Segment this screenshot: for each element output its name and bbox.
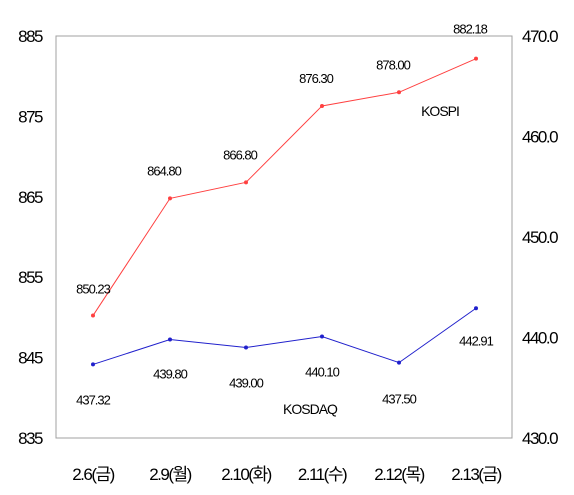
data-point <box>320 334 324 339</box>
x-axis-tick-label: 2.12(목) <box>374 465 424 484</box>
data-point <box>244 345 248 350</box>
left-axis-tick-label: 855 <box>18 268 43 287</box>
series-kospi: 850.23 864.80 866.80 876.30 878.00 882.18 KOSP… <box>76 22 489 318</box>
left-axis-ticks: 835 845 855 865 875 885 <box>18 27 44 448</box>
data-label: 878.00 <box>376 57 411 72</box>
series-line-kosdaq <box>92 307 477 365</box>
right-axis-tick-label: 470.0 <box>522 27 558 46</box>
data-point <box>168 337 172 342</box>
series-name-label: KOSDAQ <box>283 401 338 417</box>
series-layer: 850.23 864.80 866.80 876.30 878.00 882.18 KOSP… <box>76 22 495 417</box>
data-label: 866.80 <box>223 147 258 162</box>
data-point <box>397 360 401 365</box>
right-axis-ticks: 430.0 440.0 450.0 460.0 470.0 <box>522 27 560 448</box>
left-axis-tick-label: 835 <box>18 429 43 448</box>
x-axis-tick-label: 2.13(금) <box>451 465 501 484</box>
left-axis-tick-label: 865 <box>18 188 43 207</box>
x-axis-tick-label: 2.11(수) <box>298 465 347 484</box>
data-label: 437.32 <box>76 392 111 407</box>
series-line-kospi <box>92 58 477 316</box>
data-label: 864.80 <box>147 163 182 178</box>
right-axis-tick-label: 440.0 <box>522 329 558 348</box>
data-label: 882.18 <box>453 22 488 37</box>
data-label: 850.23 <box>76 282 111 297</box>
x-axis-tick-label: 2.10(화) <box>221 465 271 484</box>
x-axis-ticks: 2.6(금) 2.9(월) 2.10(화) 2.11(수) 2.12(목) 2.13(금) <box>72 465 503 484</box>
data-point <box>474 306 478 311</box>
series-name-label: KOSPI <box>421 103 459 119</box>
data-label: 437.50 <box>382 392 417 407</box>
data-label: 876.30 <box>299 71 334 86</box>
data-point <box>244 180 248 185</box>
data-point <box>91 313 95 318</box>
data-point <box>320 103 324 108</box>
series-kosdaq: 437.32 439.80 439.00 440.10 437.50 442.91 KOSD… <box>76 306 495 417</box>
left-axis-tick-label: 845 <box>18 349 43 368</box>
data-label: 439.80 <box>153 367 188 382</box>
left-axis-tick-label: 885 <box>18 27 43 46</box>
data-point <box>474 56 478 61</box>
data-label: 439.00 <box>229 376 264 391</box>
left-axis-tick-label: 875 <box>18 107 43 126</box>
right-axis-tick-label: 450.0 <box>522 228 558 247</box>
x-axis-tick-label: 2.6(금) <box>72 465 114 484</box>
right-axis-tick-label: 430.0 <box>522 429 558 448</box>
data-label: 442.91 <box>459 333 494 348</box>
plot-area <box>55 35 513 439</box>
x-axis-tick-label: 2.9(월) <box>149 465 191 484</box>
data-label: 440.10 <box>305 364 340 379</box>
data-point <box>397 90 401 95</box>
data-point <box>91 362 95 367</box>
data-point <box>168 196 172 201</box>
right-axis-tick-label: 460.0 <box>522 128 558 147</box>
